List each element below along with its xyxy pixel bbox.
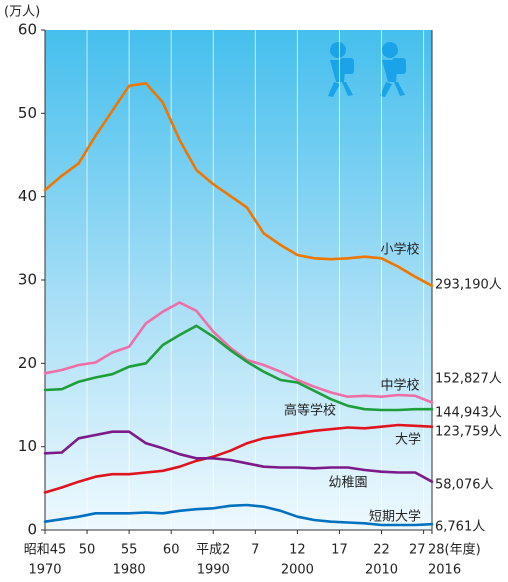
series-label: 中学校 xyxy=(380,378,419,394)
x-tick-label-secondary: 1990 xyxy=(197,563,230,578)
x-tick-label: 28(年度) xyxy=(428,542,481,558)
end-label: 152,827人 xyxy=(435,372,502,387)
x-tick-label: 平成2 xyxy=(196,543,230,558)
end-label: 58,076人 xyxy=(435,478,494,493)
x-tick-label: 50 xyxy=(79,543,96,558)
series-label: 短期大学 xyxy=(369,509,421,525)
y-tick-label: 40 xyxy=(18,187,37,205)
x-tick-label-secondary: 2010 xyxy=(365,563,398,578)
x-tick-label: 7 xyxy=(251,543,259,558)
y-tick-label: 50 xyxy=(18,104,37,122)
series-label: 高等学校 xyxy=(284,403,336,419)
chart: (万人) 昭和45 50 55 60 平成2 7 12 17 22 2728(年度) 1970 198… xyxy=(0,0,508,582)
y-tick-label: 20 xyxy=(18,354,37,372)
end-label: 293,190人 xyxy=(435,278,502,293)
x-tick-label: 17 xyxy=(331,543,348,558)
x-tick-label-secondary: 1970 xyxy=(28,563,61,578)
series-label: 大学 xyxy=(395,432,421,448)
x-tick-label: 22 xyxy=(373,543,390,558)
end-label: 123,759人 xyxy=(435,425,502,440)
end-label: 144,943人 xyxy=(435,406,502,421)
series-label: 小学校 xyxy=(380,242,419,258)
x-tick-label: 27 xyxy=(409,543,426,558)
page: {"chart_data": { "type": "line", "y_labe… xyxy=(0,0,508,582)
end-label: 6,761人 xyxy=(435,520,485,535)
y-tick-label: 0 xyxy=(27,521,37,539)
x-tick-label-secondary: 2016 xyxy=(428,563,461,578)
y-axis-label: (万人) xyxy=(4,5,40,20)
x-tick-label: 60 xyxy=(163,543,180,558)
x-tick-label-secondary: 2000 xyxy=(281,563,314,578)
x-tick-label: 55 xyxy=(121,543,138,558)
y-tick-label: 30 xyxy=(18,271,37,289)
x-tick-label-secondary: 1980 xyxy=(113,563,146,578)
plot-background xyxy=(45,30,432,530)
series-label: 幼稚園 xyxy=(328,476,367,491)
x-tick-label: 12 xyxy=(289,543,306,558)
x-tick-label: 昭和45 xyxy=(24,543,67,558)
y-tick-label: 60 xyxy=(18,21,37,39)
y-tick-label: 10 xyxy=(18,437,37,455)
